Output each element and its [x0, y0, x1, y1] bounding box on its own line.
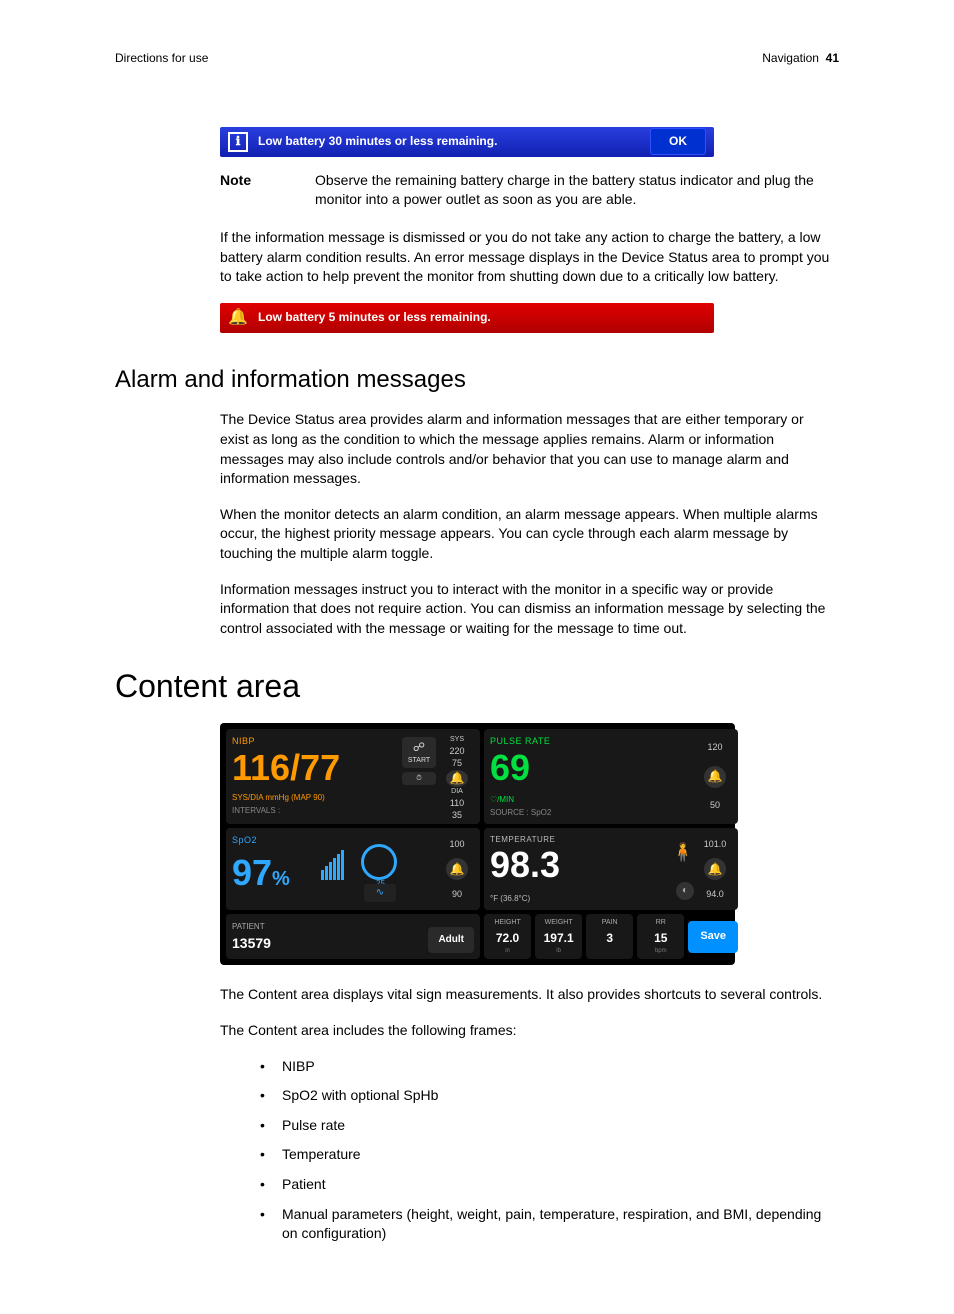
weight-box[interactable]: WEIGHT 197.1 lb	[535, 914, 582, 959]
list-item: Manual parameters (height, weight, pain,…	[260, 1205, 830, 1244]
spo2-bar-graph	[321, 850, 344, 880]
note-block: Note Observe the remaining battery charg…	[220, 171, 830, 210]
info-banner-text: Low battery 30 minutes or less remaining…	[258, 133, 650, 150]
spo2-tile[interactable]: SpO2 97% 25 ∿ 100 🔔 90	[226, 828, 480, 910]
p-alarm-2: When the monitor detects an alarm condit…	[220, 505, 835, 564]
list-item: SpO2 with optional SpHb	[260, 1086, 830, 1106]
paragraph-after-note: If the information message is dismissed …	[220, 228, 835, 287]
rr-box[interactable]: RR 15 bpm	[637, 914, 684, 959]
temperature-tile[interactable]: TEMPERATURE 98.3 °F (36.8°C) 🧍 ◐ 101.0 🔔…	[484, 828, 738, 910]
p-content-2: The Content area includes the following …	[220, 1021, 835, 1041]
temp-value: 98.3	[490, 847, 732, 883]
nibp-interval-button[interactable]: ⏱	[402, 772, 436, 786]
patient-label: PATIENT	[232, 921, 271, 932]
spo2-perfusion-ring: 25	[361, 844, 397, 880]
pulse-tile[interactable]: PULSE RATE 69 ♡/MIN SOURCE : SpO2 120 🔔 …	[484, 729, 738, 824]
spo2-waveform-icon[interactable]: ∿	[364, 884, 396, 902]
clock-icon: ⏱	[416, 774, 421, 784]
bell-icon: 🔔	[228, 308, 248, 328]
nibp-label: NIBP	[232, 735, 474, 748]
nibp-start-button[interactable]: ☍ START	[402, 737, 436, 768]
bell-icon[interactable]: 🔔	[704, 766, 726, 788]
temp-unit: °F (36.8°C)	[490, 893, 732, 904]
list-item: Patient	[260, 1175, 830, 1195]
bell-icon[interactable]: 🔔	[704, 858, 726, 880]
patient-id: 13579	[232, 934, 271, 954]
p-alarm-1: The Device Status area provides alarm an…	[220, 410, 835, 488]
monitor-screenshot: NIBP 116/77 SYS/DIA mmHg (MAP 90) INTERV…	[220, 723, 735, 965]
pulse-alarm-limits[interactable]: 120 🔔 50	[698, 735, 732, 818]
nibp-value: 116/77	[232, 750, 474, 786]
p-alarm-3: Information messages instruct you to int…	[220, 580, 835, 639]
list-item: NIBP	[260, 1057, 830, 1077]
spo2-value: 97%	[232, 855, 474, 891]
nibp-tile[interactable]: NIBP 116/77 SYS/DIA mmHg (MAP 90) INTERV…	[226, 729, 480, 824]
info-icon: ℹ	[228, 132, 248, 152]
pain-box[interactable]: PAIN 3	[586, 914, 633, 959]
save-button[interactable]: Save	[688, 921, 738, 952]
ok-button[interactable]: OK	[650, 128, 706, 155]
patient-tile[interactable]: PATIENT 13579 Adult	[226, 914, 480, 959]
info-banner-low-battery-30: ℹ Low battery 30 minutes or less remaini…	[220, 127, 714, 157]
alarm-banner-text: Low battery 5 minutes or less remaining.	[258, 309, 706, 326]
spo2-label: SpO2	[232, 834, 474, 847]
pulse-unit: ♡/MIN	[490, 794, 732, 805]
heading-content-area: Content area	[115, 664, 839, 709]
pulse-source: SOURCE : SpO2	[490, 807, 732, 818]
page-header: Directions for use Navigation 41	[115, 50, 839, 67]
header-right: Navigation 41	[762, 50, 839, 67]
pulse-label: PULSE RATE	[490, 735, 732, 748]
body-site-icon[interactable]: 🧍	[672, 840, 694, 865]
alarm-banner-low-battery-5: 🔔 Low battery 5 minutes or less remainin…	[220, 303, 714, 333]
note-label: Note	[220, 171, 315, 210]
heading-alarm-info: Alarm and information messages	[115, 363, 839, 397]
person-icon: ☍	[413, 739, 425, 756]
nibp-intervals: INTERVALS :	[232, 805, 474, 816]
pulse-value: 69	[490, 750, 732, 786]
temp-alarm-limits[interactable]: 101.0 🔔 94.0	[698, 834, 732, 904]
patient-type-button[interactable]: Adult	[428, 927, 474, 953]
bell-icon[interactable]: 🔔	[446, 770, 468, 787]
frames-list: NIBP SpO2 with optional SpHb Pulse rate …	[260, 1057, 830, 1244]
header-left: Directions for use	[115, 50, 208, 67]
nibp-sub: SYS/DIA mmHg (MAP 90)	[232, 792, 474, 803]
height-box[interactable]: HEIGHT 72.0 in	[484, 914, 531, 959]
spo2-alarm-limits[interactable]: 100 🔔 90	[440, 834, 474, 904]
bell-icon[interactable]: 🔔	[446, 858, 468, 880]
p-content-1: The Content area displays vital sign mea…	[220, 985, 835, 1005]
list-item: Pulse rate	[260, 1116, 830, 1136]
nibp-alarm-limits[interactable]: SYS 220 75 🔔 DIA 110 35	[440, 735, 474, 818]
list-item: Temperature	[260, 1145, 830, 1165]
note-text: Observe the remaining battery charge in …	[315, 171, 830, 210]
